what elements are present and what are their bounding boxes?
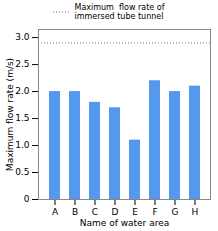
svg-text:3.0: 3.0 xyxy=(15,33,30,43)
svg-text:2.5: 2.5 xyxy=(15,60,29,70)
svg-text:E: E xyxy=(132,207,138,217)
svg-text:2.0: 2.0 xyxy=(15,87,30,97)
svg-text:Name of water area: Name of water area xyxy=(80,218,170,228)
svg-text:C: C xyxy=(92,207,98,217)
svg-text:0: 0 xyxy=(24,195,30,205)
html-text:Maximum flow rate of immersed: Maximum flow rate of immersed tube tunne… xyxy=(74,3,165,22)
svg-text:H: H xyxy=(192,207,199,217)
svg-text:0.5: 0.5 xyxy=(15,168,29,178)
svg-text:1.0: 1.0 xyxy=(15,141,30,151)
svg-text:G: G xyxy=(172,207,179,217)
svg-text:D: D xyxy=(112,207,119,217)
svg-text:F: F xyxy=(152,207,157,217)
svg-text:1.5: 1.5 xyxy=(15,114,29,124)
svg-text:B: B xyxy=(72,207,78,217)
svg-text:Maximum flow rate (m/s): Maximum flow rate (m/s) xyxy=(5,58,15,171)
svg-text:A: A xyxy=(52,207,59,217)
